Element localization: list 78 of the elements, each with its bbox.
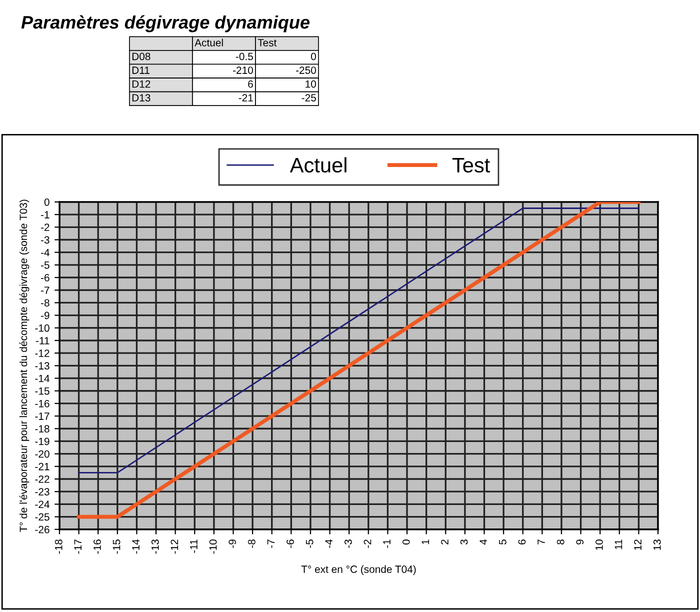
y-tick-label: -10 bbox=[35, 324, 50, 332]
text: -25 bbox=[302, 94, 316, 102]
text: D11 bbox=[132, 66, 150, 74]
y-tick-label: -15 bbox=[35, 387, 50, 395]
legend-label: Test bbox=[452, 158, 490, 173]
text: 6 bbox=[248, 80, 253, 88]
x-tick-label: 1 bbox=[422, 540, 430, 544]
y-tick-label: -12 bbox=[35, 350, 50, 357]
text: 10 bbox=[306, 80, 316, 88]
x-tick-label: -18 bbox=[54, 540, 62, 554]
y-tick-label: -25 bbox=[35, 513, 50, 521]
x-tick-label: 10 bbox=[596, 540, 603, 550]
text: D12 bbox=[132, 80, 150, 88]
y-tick-label: -1 bbox=[40, 211, 50, 218]
x-tick-label: -8 bbox=[248, 540, 256, 548]
text: -210 bbox=[233, 66, 253, 74]
x-tick-label: -7 bbox=[267, 540, 275, 548]
x-tick-label: 12 bbox=[634, 540, 642, 550]
y-tick-label: -17 bbox=[35, 412, 50, 420]
x-tick-label: 9 bbox=[576, 540, 584, 544]
text: 0 bbox=[311, 52, 316, 60]
y-tick-label: -20 bbox=[35, 450, 50, 458]
y-tick-label: -16 bbox=[35, 400, 50, 408]
y-tick-label: -19 bbox=[35, 438, 50, 446]
y-tick-label: -5 bbox=[40, 262, 50, 269]
x-tick-label: -4 bbox=[325, 539, 332, 548]
x-axis-title: T° ext en °C (sonde T04) bbox=[301, 565, 416, 575]
y-tick-label: -2 bbox=[40, 224, 50, 231]
y-tick-label: -4 bbox=[40, 248, 50, 256]
x-tick-label: -2 bbox=[364, 540, 372, 548]
text: -21 bbox=[238, 94, 253, 102]
x-tick-label: -1 bbox=[383, 540, 390, 548]
x-tick-label: -5 bbox=[306, 540, 314, 548]
text: D13 bbox=[132, 94, 150, 102]
text: Actuel bbox=[194, 38, 223, 46]
x-tick-label: -3 bbox=[344, 540, 352, 548]
x-tick-label: 8 bbox=[556, 540, 564, 544]
x-tick-label: -9 bbox=[228, 540, 236, 548]
x-tick-label: -13 bbox=[151, 540, 159, 554]
y-tick-label: -21 bbox=[35, 462, 50, 470]
text: D08 bbox=[132, 52, 150, 60]
x-tick-label: 11 bbox=[614, 540, 622, 550]
y-tick-label: -3 bbox=[40, 236, 50, 244]
x-tick-label: 3 bbox=[460, 540, 468, 544]
y-tick-label: -22 bbox=[35, 476, 50, 483]
x-tick-label: -11 bbox=[190, 540, 198, 553]
y-tick-label: -14 bbox=[35, 374, 50, 382]
y-tick-label: -26 bbox=[35, 526, 50, 534]
x-tick-label: -10 bbox=[209, 540, 217, 554]
x-tick-label: 2 bbox=[441, 540, 448, 544]
y-tick-label: -8 bbox=[40, 299, 50, 307]
x-tick-label: 0 bbox=[402, 540, 410, 544]
x-tick-label: -17 bbox=[74, 540, 82, 554]
x-tick-label: 5 bbox=[499, 540, 506, 544]
x-tick-label: -14 bbox=[132, 539, 140, 554]
x-tick-label: 7 bbox=[538, 540, 545, 544]
chart-title: Paramètres dégivrage dynamique bbox=[21, 15, 310, 32]
x-tick-label: -15 bbox=[112, 540, 120, 554]
y-tick-label: -7 bbox=[40, 286, 50, 294]
y-axis-title: T° de l'évaporateur pour lancement du décompte dégivrage (sonde T03) bbox=[19, 200, 30, 532]
text: -250 bbox=[296, 66, 316, 74]
x-tick-label: -6 bbox=[286, 540, 294, 548]
y-tick-label: -18 bbox=[35, 425, 50, 433]
text: -0.5 bbox=[236, 52, 253, 60]
y-tick-label: 0 bbox=[44, 198, 50, 206]
text: Test bbox=[258, 39, 277, 46]
y-tick-label: -24 bbox=[35, 500, 50, 508]
x-tick-label: 13 bbox=[653, 540, 661, 550]
x-tick-label: 6 bbox=[518, 540, 526, 544]
y-tick-label: -13 bbox=[35, 362, 50, 370]
x-tick-label: 4 bbox=[480, 539, 487, 545]
legend-label: Actuel bbox=[290, 157, 346, 173]
x-tick-label: -12 bbox=[170, 540, 178, 554]
x-tick-label: -16 bbox=[94, 540, 101, 554]
y-tick-label: -6 bbox=[40, 274, 50, 282]
y-tick-label: -23 bbox=[35, 488, 50, 496]
y-tick-label: -11 bbox=[36, 337, 50, 344]
y-tick-label: -9 bbox=[40, 312, 50, 320]
